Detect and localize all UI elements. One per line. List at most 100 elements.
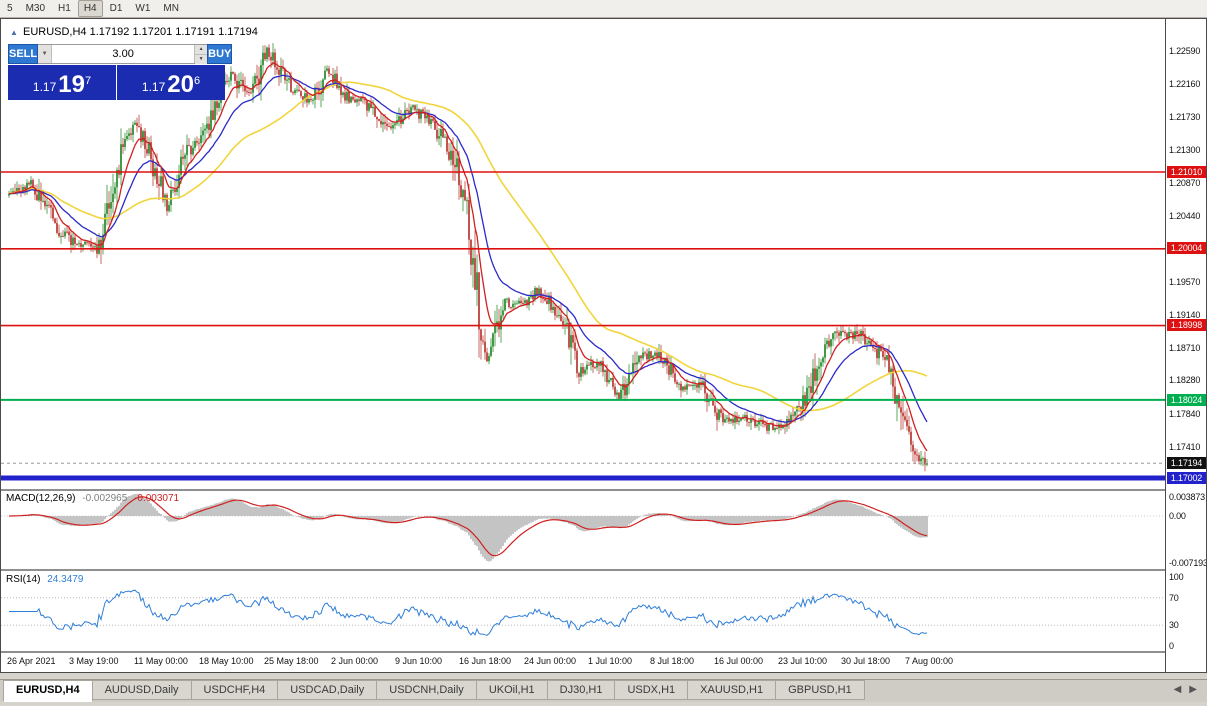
timeframe-button-h4[interactable]: H4 [77, 0, 103, 17]
axis-price-label: 1.20870 [1169, 178, 1201, 188]
time-axis-label: 26 Apr 2021 [7, 656, 56, 666]
time-axis-label: 9 Jun 10:00 [395, 656, 443, 666]
axis-price-tag[interactable]: 1.21010 [1167, 166, 1206, 178]
chart-canvas[interactable] [1, 19, 1165, 672]
price-axis: 1.22590 1.22160 1.21730 1.21300 1.20870 1.204… [1165, 19, 1207, 672]
axis-price-label: 1.18280 [1169, 375, 1201, 385]
chart-tab-usdcnh-daily[interactable]: USDCNH,Daily [377, 680, 477, 700]
time-axis-label: 7 Aug 00:00 [905, 656, 954, 666]
chart-tab-gbpusd-h1[interactable]: GBPUSD,H1 [776, 680, 865, 700]
tab-scroll-controls: ◀ ▶ [1174, 680, 1207, 695]
axis-price-tag[interactable]: 1.18998 [1167, 319, 1206, 331]
time-axis-separator [1, 651, 1206, 653]
rsi-axis-label: 100 [1169, 572, 1184, 582]
macd-axis-label: -0.007193 [1169, 558, 1207, 568]
chart-tab-audusd-daily[interactable]: AUDUSD,Daily [92, 680, 192, 700]
axis-price-label: 1.17410 [1169, 442, 1201, 452]
window-gap-strip [0, 673, 1207, 679]
timeframe-button-m30[interactable]: M30 [25, 3, 46, 14]
tab-scroll-left-icon[interactable]: ◀ [1173, 684, 1182, 695]
time-axis-label: 23 Jul 10:00 [778, 656, 828, 666]
time-axis-label: 18 May 10:00 [199, 656, 254, 666]
chart-tab-dj30-h1[interactable]: DJ30,H1 [547, 680, 616, 700]
axis-price-label: 1.21300 [1169, 145, 1201, 155]
axis-price-tag[interactable]: 1.20004 [1167, 242, 1206, 254]
axis-price-label: 1.22590 [1169, 46, 1201, 56]
axis-price-tag[interactable]: 1.18024 [1167, 394, 1206, 406]
rsi-axis-label: 30 [1169, 620, 1179, 630]
chart-title: ▲ EURUSD,H4 1.17192 1.17201 1.17191 1.17… [10, 26, 258, 38]
time-axis-label: 16 Jun 18:00 [459, 656, 512, 666]
chart-tab-usdchf-h4[interactable]: USDCHF,H4 [191, 680, 279, 700]
volume-preset-dropdown[interactable]: ▼ [38, 45, 53, 63]
timeframe-button-w1[interactable]: W1 [135, 3, 151, 14]
time-axis-label: 24 Jun 00:00 [524, 656, 577, 666]
axis-price-tag[interactable]: 1.17002 [1167, 472, 1206, 484]
chart-tab-usdx-h1[interactable]: USDX,H1 [615, 680, 689, 700]
macd-main-value: -0.002965 [82, 493, 128, 504]
time-axis: 26 Apr 2021 3 May 19:00 11 May 00:00 18 May… [1, 655, 1165, 671]
axis-price-label: 1.17840 [1169, 409, 1201, 419]
buy-button[interactable]: BUY [207, 44, 233, 64]
sell-button[interactable]: SELL [8, 44, 39, 64]
bottom-strip [0, 702, 1207, 706]
sell-price-display[interactable]: 1.17 19 7 [8, 65, 116, 100]
tab-scroll-right-icon[interactable]: ▶ [1189, 684, 1197, 695]
axis-price-label: 1.18710 [1169, 343, 1201, 353]
axis-price-label: 1.22160 [1169, 79, 1201, 89]
pane-splitter-macd[interactable] [1, 489, 1206, 491]
time-axis-label: 2 Jun 00:00 [331, 656, 379, 666]
symbol-marker-icon: ▲ [10, 28, 18, 37]
buy-price-pipette: 6 [193, 75, 201, 87]
axis-price-tag[interactable]: 1.17194 [1167, 457, 1206, 469]
macd-axis-label: 0.00 [1169, 511, 1186, 521]
rsi-name: RSI(14) [6, 574, 41, 585]
volume-input[interactable] [52, 45, 195, 63]
buy-price-pips: 20 [167, 71, 194, 98]
pane-splitter-rsi[interactable] [1, 569, 1206, 571]
time-axis-label: 8 Jul 18:00 [650, 656, 695, 666]
dropdown-icon: ▼ [41, 51, 48, 57]
chart-tab-xauusd-h1[interactable]: XAUUSD,H1 [688, 680, 777, 700]
buy-price-bigfigure: 1.17 [141, 80, 166, 94]
time-axis-label: 16 Jul 00:00 [714, 656, 764, 666]
sell-price-pipette: 7 [84, 75, 92, 87]
time-axis-label: 25 May 18:00 [264, 656, 319, 666]
chart-tab-bar: EURUSD,H4 AUDUSD,Daily USDCHF,H4 USDCAD,Dai… [0, 679, 1207, 702]
timeframe-button-d1[interactable]: D1 [109, 3, 123, 14]
axis-price-label: 1.20440 [1169, 211, 1201, 221]
macd-name: MACD(12,26,9) [6, 493, 76, 504]
rsi-axis-label: 0 [1169, 641, 1174, 651]
timeframe-button-5[interactable]: 5 [7, 3, 13, 14]
volume-control: ▼ ▲ ▼ [38, 44, 208, 64]
rsi-indicator-label: RSI(14) 24.3479 [6, 574, 83, 585]
timeframe-button-mn[interactable]: MN [163, 3, 179, 14]
chart-tab-usdcad-daily[interactable]: USDCAD,Daily [278, 680, 378, 700]
chart-symbol-period: EURUSD,H4 [22, 26, 87, 38]
timeframe-toolbar: 5 M30 H1 H4 D1 W1 MN [0, 0, 1207, 18]
macd-signal-value: -0.003071 [134, 493, 180, 504]
rsi-axis-label: 70 [1169, 593, 1179, 603]
chart-tab-ukoil-h1[interactable]: UKOil,H1 [476, 680, 548, 700]
volume-decrease-button[interactable]: ▼ [195, 55, 208, 64]
one-click-trading-panel: SELL ▼ ▲ ▼ BUY 1.17 19 7 1.17 20 [8, 44, 233, 100]
chart-tab-eurusd-h4[interactable]: EURUSD,H4 [3, 680, 93, 702]
timeframe-button-h1[interactable]: H1 [58, 3, 71, 14]
volume-increase-button[interactable]: ▲ [195, 45, 208, 55]
volume-spinner: ▲ ▼ [194, 45, 208, 64]
chart-ohlc-values: 1.17192 1.17201 1.17191 1.17194 [89, 26, 258, 38]
macd-indicator-label: MACD(12,26,9) -0.002965 -0.003071 [6, 493, 179, 504]
sell-price-bigfigure: 1.17 [32, 80, 57, 94]
time-axis-label: 30 Jul 18:00 [841, 656, 891, 666]
axis-price-label: 1.19570 [1169, 277, 1201, 287]
axis-price-label: 1.21730 [1169, 112, 1201, 122]
buy-price-display[interactable]: 1.17 20 6 [117, 65, 225, 100]
sell-price-pips: 19 [58, 71, 85, 98]
time-axis-label: 1 Jul 10:00 [588, 656, 633, 666]
time-axis-label: 3 May 19:00 [69, 656, 119, 666]
axis-price-label: 1.19140 [1169, 310, 1201, 320]
rsi-value: 24.3479 [47, 574, 84, 585]
time-axis-label: 11 May 00:00 [134, 656, 188, 666]
macd-axis-label: 0.003873 [1169, 492, 1205, 502]
